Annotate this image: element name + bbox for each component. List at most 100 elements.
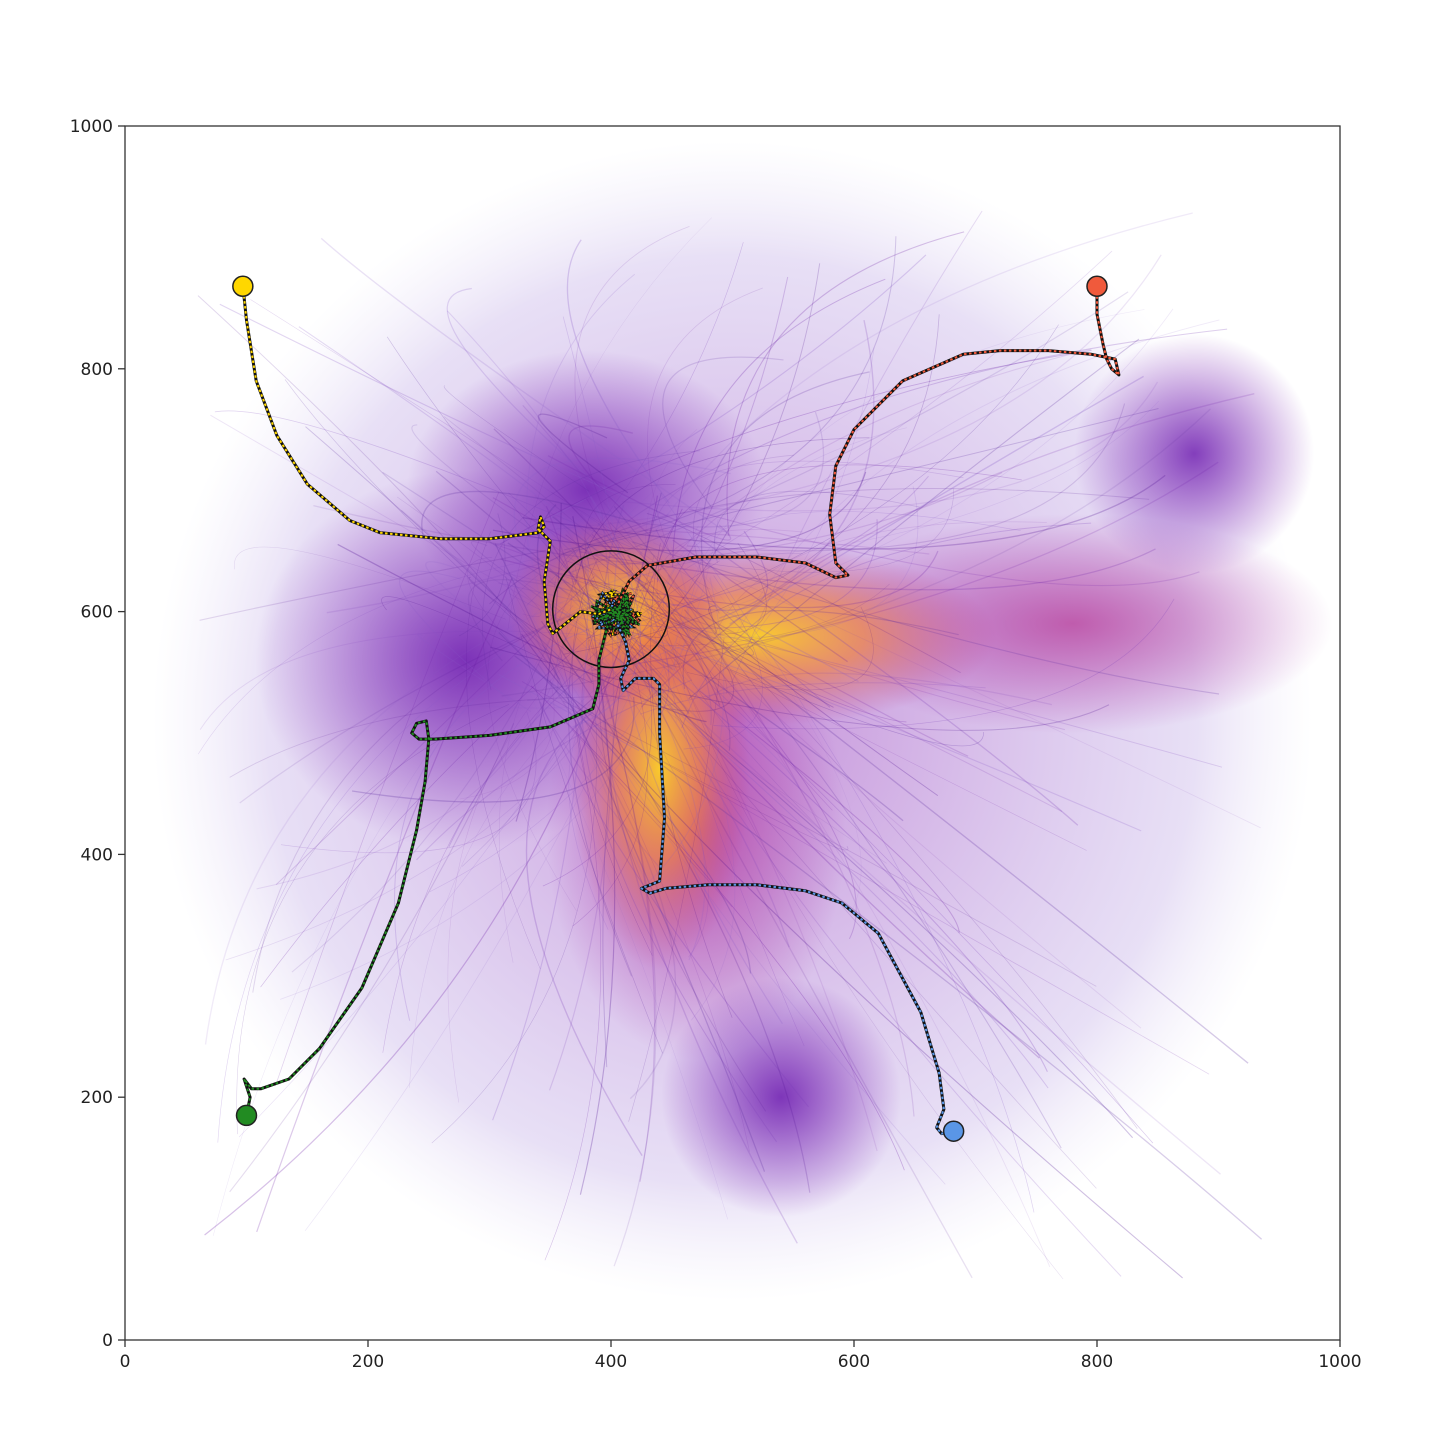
background-trajectory [429, 560, 702, 893]
background-trajectory [467, 557, 603, 731]
background-trajectory [229, 723, 515, 1193]
background-trajectory [674, 309, 1145, 664]
background-trajectory [305, 426, 584, 681]
trajectory-2 [616, 623, 954, 1135]
background-trajectory [284, 379, 564, 665]
background-trajectory [459, 581, 555, 800]
background-trajectory [537, 413, 629, 494]
background-trajectory [672, 278, 886, 568]
background-trajectory [197, 295, 561, 680]
background-trajectory [647, 287, 763, 557]
background-trajectory [639, 212, 1193, 556]
background-trajectory [468, 546, 689, 709]
trajectory-density-background [152, 140, 1333, 1301]
background-trajectory [280, 711, 537, 854]
background-trajectory [644, 428, 698, 721]
background-trajectory [700, 371, 870, 634]
background-trajectory [425, 561, 544, 665]
axes-frame [124, 125, 1341, 1341]
background-trajectory [498, 632, 752, 974]
background-trajectory [655, 529, 831, 708]
background-trajectory [585, 497, 833, 811]
background-trajectory [417, 633, 532, 713]
background-trajectory [659, 492, 1035, 1213]
background-trajectory [641, 411, 825, 528]
background-trajectory [688, 508, 1200, 587]
background-trajectory [619, 519, 878, 629]
background-trajectory [683, 575, 763, 750]
background-trajectory [699, 690, 960, 933]
background-trajectory [579, 548, 1156, 591]
background-trajectory [653, 542, 1261, 829]
background-trajectory [489, 488, 1150, 605]
background-trajectory [610, 508, 683, 720]
background-trajectory [313, 504, 656, 567]
background-trajectory [569, 291, 1129, 574]
background-trajectory [393, 625, 599, 1021]
background-trajectory [487, 574, 577, 912]
background-trajectory [571, 558, 653, 956]
background-trajectory [683, 250, 1113, 571]
background-trajectory [492, 471, 867, 552]
background-trajectory [443, 416, 728, 694]
background-trajectory [214, 410, 634, 549]
background-trajectory [650, 543, 733, 1018]
target-circle [551, 550, 671, 669]
background-trajectory [500, 349, 1092, 545]
background-trajectory [326, 513, 669, 614]
background-trajectory [505, 576, 663, 1054]
background-trajectory [586, 639, 672, 699]
background-trajectory [573, 633, 887, 864]
background-trajectory [468, 576, 609, 679]
background-trajectory [550, 571, 648, 609]
background-trajectory [337, 543, 707, 723]
background-trajectory [546, 574, 1221, 1175]
background-trajectory [551, 492, 711, 590]
background-trajectory [400, 509, 559, 701]
density-cluster-bottom [661, 977, 902, 1218]
background-trajectory [225, 681, 622, 961]
background-trajectory [495, 254, 927, 547]
background-trajectory [530, 524, 790, 948]
background-trajectory [718, 319, 875, 619]
background-trajectory [210, 414, 662, 676]
trajectory-paths [241, 286, 1121, 1136]
background-trajectory [555, 572, 1066, 731]
background-trajectory [597, 609, 735, 712]
background-trajectory [199, 630, 609, 730]
y-tick-label: 200 [81, 1088, 113, 1108]
background-trajectory [482, 450, 700, 691]
background-trajectory [493, 494, 587, 584]
background-trajectory [717, 542, 767, 635]
background-trajectory [256, 569, 574, 890]
background-trajectory [662, 356, 784, 509]
background-trajectory [642, 592, 805, 1047]
background-trajectory [609, 522, 1138, 1129]
background-trajectory [602, 492, 662, 1068]
background-trajectory [525, 711, 643, 1156]
background-trajectory [526, 242, 744, 606]
background-trajectory [511, 576, 708, 879]
background-trajectory [568, 627, 633, 977]
start-marker-2 [942, 1120, 965, 1142]
start-marker-3 [235, 1104, 258, 1127]
background-trajectory [280, 519, 719, 1000]
background-trajectory [704, 672, 1053, 706]
background-trajectory [540, 254, 1162, 532]
background-trajectory [291, 543, 589, 973]
background-trajectory [498, 673, 640, 752]
background-trajectory [545, 505, 656, 1182]
background-trajectory [686, 606, 874, 691]
background-trajectory [572, 496, 642, 728]
axis-ticks: 0 200 400 600 800 1000 0 200 400 600 800 1000 [70, 117, 1362, 1372]
x-tick-label: 200 [352, 1352, 384, 1372]
background-trajectory [713, 598, 1175, 730]
background-trajectory [632, 541, 1220, 695]
background-trajectory [446, 287, 634, 517]
background-trajectory [234, 546, 506, 620]
background-trajectory [666, 650, 878, 1152]
background-trajectory [507, 217, 712, 631]
background-trajectory [589, 711, 946, 1185]
background-trajectory [498, 604, 574, 963]
background-trajectory [572, 516, 616, 1195]
